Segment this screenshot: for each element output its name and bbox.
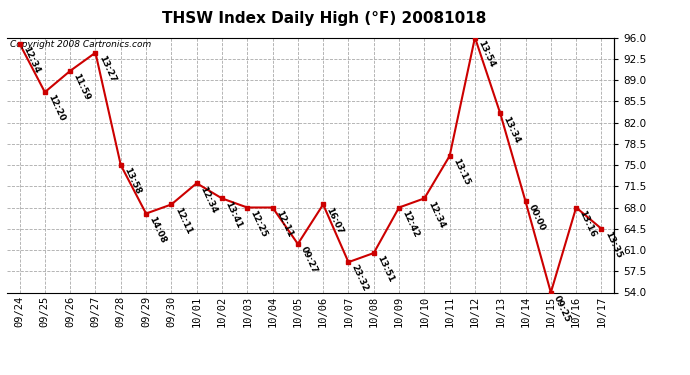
Text: 13:27: 13:27 — [97, 54, 117, 84]
Text: 12:25: 12:25 — [248, 209, 269, 238]
Text: 12:20: 12:20 — [46, 93, 66, 123]
Text: Copyright 2008 Cartronics.com: Copyright 2008 Cartronics.com — [10, 40, 151, 49]
Text: 13:54: 13:54 — [476, 39, 497, 69]
Text: 12:42: 12:42 — [400, 209, 421, 239]
Text: 12:34: 12:34 — [21, 45, 41, 75]
Text: 13:51: 13:51 — [375, 254, 395, 284]
Text: 23:32: 23:32 — [350, 264, 370, 293]
Text: 11:59: 11:59 — [72, 72, 92, 102]
Text: 13:15: 13:15 — [451, 157, 471, 187]
Text: THSW Index Daily High (°F) 20081018: THSW Index Daily High (°F) 20081018 — [162, 11, 486, 26]
Text: 16:07: 16:07 — [324, 206, 345, 236]
Text: 13:58: 13:58 — [122, 166, 142, 196]
Text: 09:25: 09:25 — [552, 294, 573, 324]
Text: 12:34: 12:34 — [198, 184, 218, 214]
Text: 13:16: 13:16 — [578, 209, 598, 238]
Text: 13:34: 13:34 — [502, 115, 522, 145]
Text: 09:27: 09:27 — [299, 245, 319, 275]
Text: 13:41: 13:41 — [224, 200, 244, 230]
Text: 00:00: 00:00 — [527, 203, 547, 232]
Text: 12:11: 12:11 — [274, 209, 294, 238]
Text: 12:34: 12:34 — [426, 200, 446, 230]
Text: 12:11: 12:11 — [172, 206, 193, 236]
Text: 13:35: 13:35 — [603, 230, 623, 260]
Text: 14:08: 14:08 — [148, 215, 168, 245]
